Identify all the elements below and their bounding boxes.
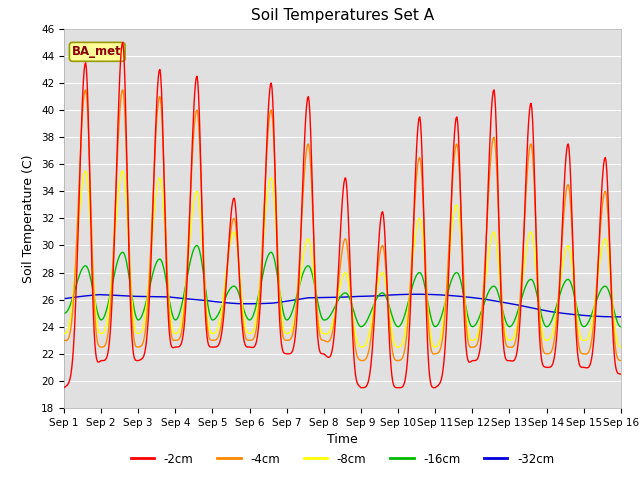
-32cm [334,294,342,300]
Legend: -2cm, -4cm, -8cm, -16cm, -32cm: -2cm, -4cm, -8cm, -16cm, -32cm [126,448,559,470]
-2cm [444,298,451,303]
-8cm [445,265,452,271]
-2cm [389,378,397,384]
-32cm [616,314,623,320]
-16cm [357,324,365,330]
-16cm [445,288,452,293]
-32cm [566,312,574,317]
Title: Soil Temperatures Set A: Soil Temperatures Set A [251,9,434,24]
-32cm [413,291,420,297]
-4cm [82,87,90,93]
-4cm [357,358,365,363]
X-axis label: Time: Time [327,433,358,446]
-16cm [60,311,68,316]
-4cm [335,280,342,286]
Y-axis label: Soil Temperature (C): Soil Temperature (C) [22,154,35,283]
-16cm [617,324,625,330]
-8cm [183,271,191,276]
-4cm [617,358,625,363]
-4cm [445,255,452,261]
-2cm [60,385,68,391]
-2cm [617,371,625,377]
-8cm [207,330,215,336]
-2cm [183,280,191,286]
Line: -4cm: -4cm [64,90,621,360]
-16cm [193,242,201,248]
-4cm [60,337,68,343]
-8cm [82,168,90,174]
-8cm [60,331,68,336]
-8cm [335,291,342,297]
-2cm [566,173,574,179]
-32cm [444,292,451,298]
Line: -16cm: -16cm [64,245,621,327]
-16cm [182,279,190,285]
-8cm [617,344,625,350]
Line: -8cm: -8cm [64,171,621,347]
-16cm [335,297,342,302]
-16cm [390,317,397,323]
Line: -2cm: -2cm [64,42,621,388]
-8cm [390,337,397,343]
-8cm [568,257,575,263]
-16cm [207,315,215,321]
-2cm [119,39,127,45]
-32cm [617,314,625,320]
-32cm [60,296,68,301]
-32cm [388,292,396,298]
-4cm [183,265,191,271]
-32cm [206,298,214,304]
Text: BA_met: BA_met [72,45,122,59]
-16cm [568,281,575,287]
Line: -32cm: -32cm [64,294,621,317]
-4cm [568,214,575,220]
-2cm [335,265,342,271]
-32cm [182,296,190,301]
-8cm [357,344,365,350]
-4cm [207,337,215,343]
-4cm [390,353,397,359]
-2cm [207,344,215,350]
